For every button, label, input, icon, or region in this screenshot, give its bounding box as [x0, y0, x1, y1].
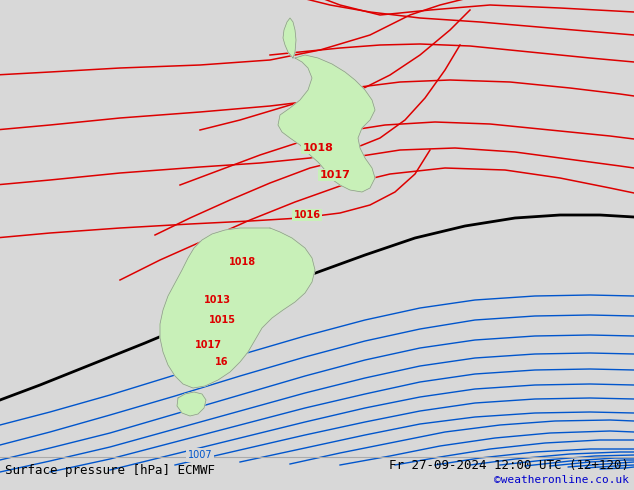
Text: 1015: 1015 [209, 315, 235, 325]
Text: 16: 16 [216, 357, 229, 367]
Polygon shape [177, 392, 206, 416]
Polygon shape [160, 228, 315, 388]
Text: Surface pressure [hPa] ECMWF: Surface pressure [hPa] ECMWF [5, 464, 215, 476]
Polygon shape [283, 18, 296, 58]
Text: ©weatheronline.co.uk: ©weatheronline.co.uk [494, 475, 629, 485]
Text: 1018: 1018 [228, 257, 256, 267]
Text: 1017: 1017 [320, 170, 351, 180]
Text: 1017: 1017 [195, 340, 221, 350]
Text: Fr 27-09-2024 12:00 UTC (12+120): Fr 27-09-2024 12:00 UTC (12+120) [389, 459, 629, 471]
Text: 1018: 1018 [302, 143, 333, 153]
Text: 1013: 1013 [204, 295, 231, 305]
Text: 1016: 1016 [294, 210, 321, 220]
Polygon shape [278, 55, 375, 192]
Text: 1007: 1007 [188, 450, 212, 460]
